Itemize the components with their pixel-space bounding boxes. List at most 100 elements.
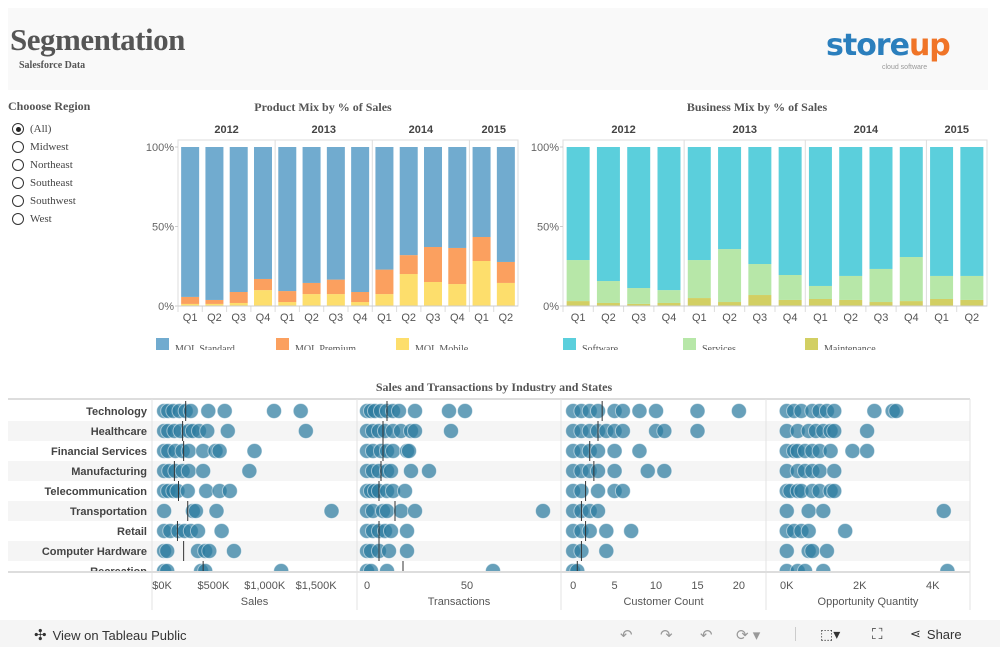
bar-segment-maintenance — [657, 302, 681, 306]
data-point — [631, 403, 648, 419]
data-point — [815, 503, 832, 519]
radio-icon[interactable] — [12, 123, 24, 135]
bar-segment-software — [687, 147, 711, 261]
refresh-icon[interactable]: ⟳ ▾ — [736, 627, 761, 644]
data-point — [590, 503, 607, 519]
data-point — [211, 443, 228, 459]
data-point — [182, 403, 199, 419]
data-point — [213, 523, 230, 539]
region-option-west[interactable]: West — [8, 210, 90, 228]
quarter-label: Q2 — [843, 312, 858, 324]
data-point — [195, 463, 212, 479]
data-point — [393, 503, 409, 519]
data-point — [826, 423, 843, 439]
region-option-label: Northeast — [30, 159, 73, 171]
data-point — [648, 403, 665, 419]
quarter-label: Q1 — [183, 312, 198, 324]
x-tick-label: 5 — [612, 580, 618, 592]
bar-segment-mql-mobile — [278, 302, 297, 306]
row-band — [8, 501, 970, 521]
data-point — [383, 463, 399, 479]
bar-segment-maintenance — [687, 298, 711, 306]
data-point — [866, 403, 883, 419]
data-point — [407, 503, 423, 519]
region-option-northeast[interactable]: Northeast — [8, 156, 90, 174]
bar-segment-software — [899, 147, 923, 258]
radio-icon[interactable] — [12, 213, 24, 225]
quarter-label: Q1 — [934, 312, 949, 324]
bar-segment-maintenance — [718, 302, 742, 306]
redo-icon[interactable]: ↷ — [660, 627, 673, 644]
industry-label: Computer Hardware — [42, 546, 147, 558]
region-option-southwest[interactable]: Southwest — [8, 192, 90, 210]
fullscreen-icon[interactable]: ⛶ — [872, 626, 883, 643]
data-point — [859, 443, 876, 459]
data-point — [573, 483, 590, 499]
year-header: 2014 — [854, 124, 879, 136]
data-point — [159, 543, 176, 559]
quarter-label: Q4 — [783, 312, 798, 324]
share-button[interactable]: ⋖ Share — [910, 626, 962, 642]
bar-segment-software — [930, 147, 954, 276]
region-option-all[interactable]: (All) — [8, 120, 90, 138]
bar-segment-software — [839, 147, 863, 276]
x-tick-label: 2K — [853, 580, 867, 592]
region-option-midwest[interactable]: Midwest — [8, 138, 90, 156]
bar-segment-mql-standard — [496, 147, 515, 262]
quarter-label: Q3 — [231, 312, 246, 324]
radio-icon[interactable] — [12, 177, 24, 189]
bar-segment-mql-premium — [448, 247, 467, 285]
row-band — [8, 541, 970, 561]
radio-icon[interactable] — [12, 141, 24, 153]
y-tick-label: 0% — [543, 301, 559, 313]
dot-plot-area: Technology Healthcare Financial Services Ma… — [42, 401, 956, 572]
data-point — [606, 463, 623, 479]
quarter-label: Q3 — [753, 312, 768, 324]
bar-segment-maintenance — [627, 303, 651, 306]
quarter-label: Q1 — [813, 312, 828, 324]
quarter-label: Q3 — [631, 312, 646, 324]
bar-segment-mql-mobile — [351, 302, 370, 306]
bar-segment-mql-mobile — [496, 282, 515, 306]
data-point — [219, 423, 236, 439]
data-point — [403, 463, 419, 479]
bar-segment-mql-standard — [351, 147, 370, 293]
legend-swatch — [805, 338, 818, 352]
legend-label: MQL Premium — [295, 344, 356, 355]
region-option-label: West — [30, 213, 52, 225]
download-icon[interactable]: ⬚▾ — [820, 626, 841, 642]
data-point — [935, 503, 952, 519]
quarter-label: Q4 — [904, 312, 919, 324]
bar-segment-mql-mobile — [399, 274, 418, 306]
quarter-label: Q2 — [304, 312, 319, 324]
radio-icon[interactable] — [12, 159, 24, 171]
data-point — [844, 443, 861, 459]
bar-segment-mql-standard — [375, 147, 394, 270]
row-band — [8, 421, 970, 441]
industry-label: Telecommunication — [45, 486, 148, 498]
data-point — [385, 443, 401, 459]
revert-icon[interactable]: ↶ — [700, 627, 713, 644]
bar-segment-software — [596, 147, 620, 282]
bar-segment-mql-standard — [181, 147, 200, 297]
radio-icon[interactable] — [12, 195, 24, 207]
dashboard-header: Segmentation Salesforce Data storeup clo… — [8, 8, 988, 90]
bar-segment-mql-standard — [472, 147, 491, 237]
quarter-label: Q2 — [207, 312, 222, 324]
region-option-southeast[interactable]: Southeast — [8, 174, 90, 192]
quarter-label: Q2 — [401, 312, 416, 324]
bar-segment-services — [566, 260, 590, 302]
undo-icon[interactable]: ↶ — [620, 627, 633, 644]
bar-segment-maintenance — [839, 299, 863, 306]
data-point — [156, 503, 173, 519]
quarter-label: Q4 — [353, 312, 368, 324]
bar-segment-software — [566, 147, 590, 261]
region-option-label: (All) — [30, 123, 52, 135]
view-on-tableau-public-button[interactable]: ✣ View on Tableau Public — [34, 626, 187, 644]
x-tick-label: 0 — [364, 580, 370, 592]
bar-segment-mql-premium — [351, 292, 370, 303]
x-tick-label: 10 — [650, 580, 662, 592]
data-point — [201, 543, 218, 559]
legend-swatch — [563, 338, 576, 352]
